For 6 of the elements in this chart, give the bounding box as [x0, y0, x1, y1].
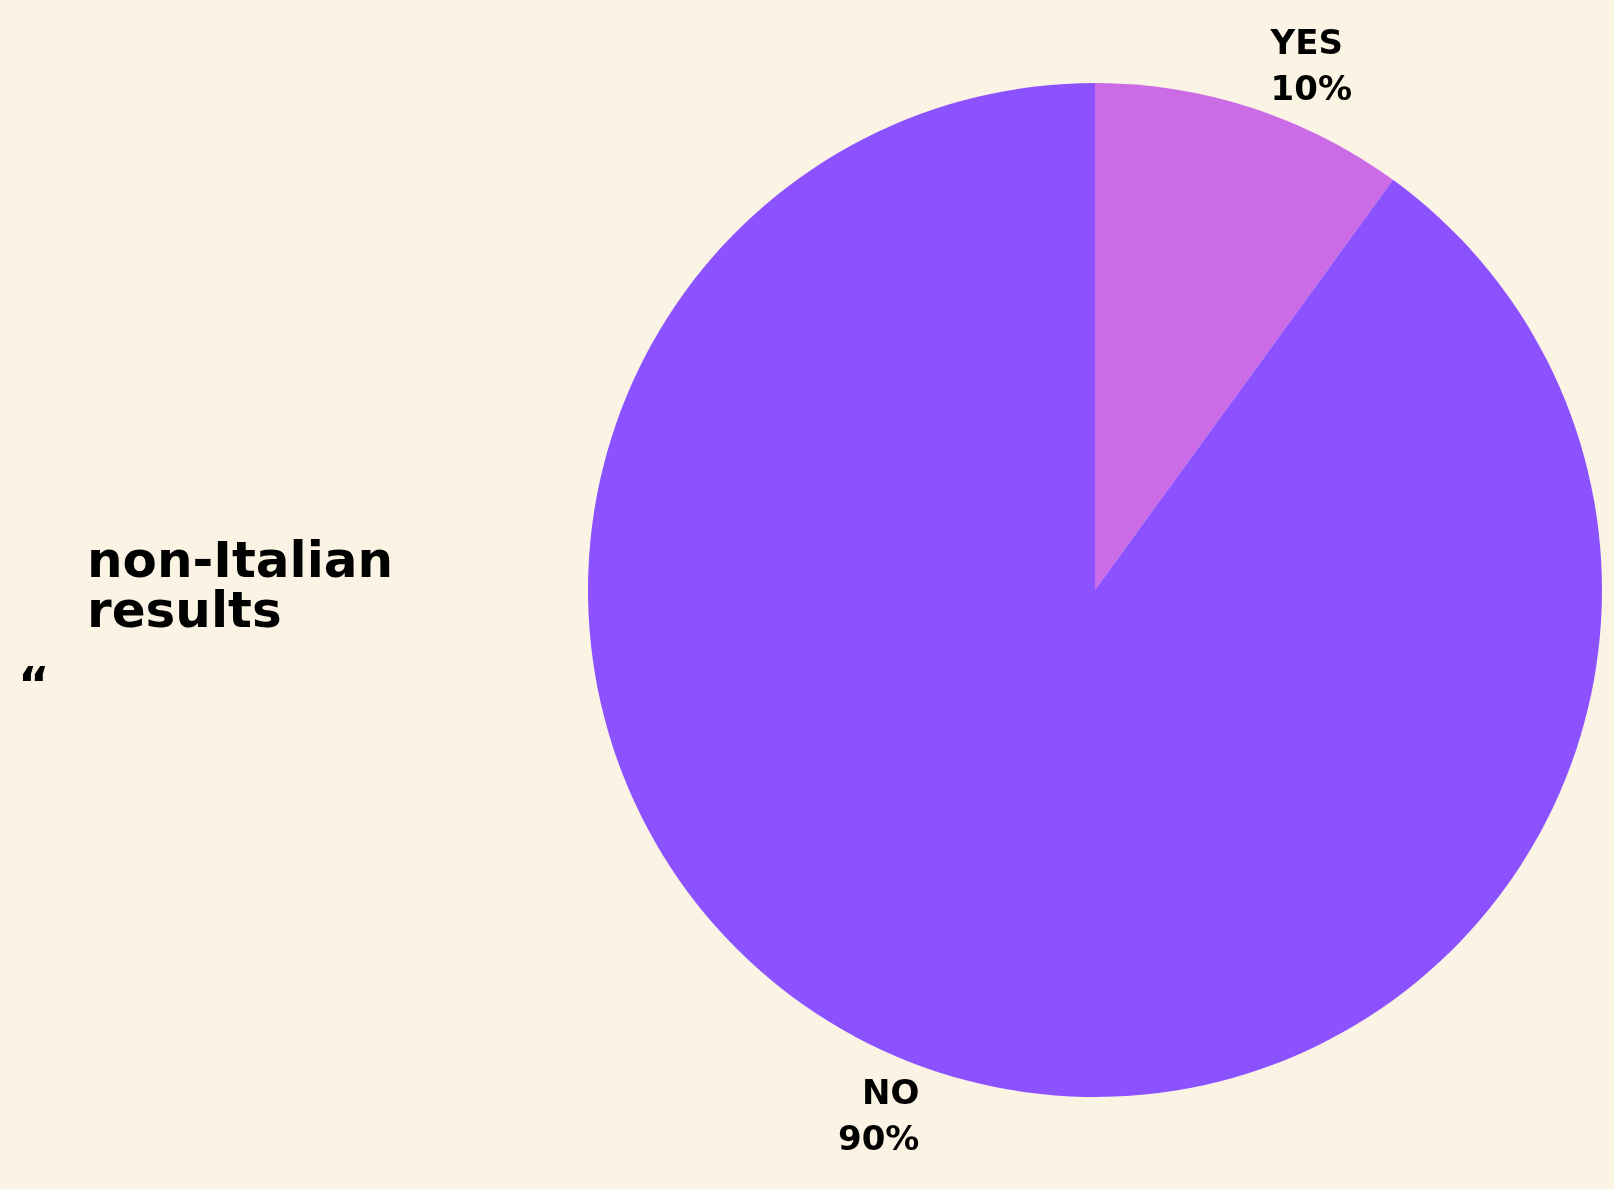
data-label: 10%	[1270, 68, 1352, 109]
slice-label: YES	[1269, 22, 1343, 63]
text: “	[18, 656, 50, 712]
text: non-Italian results	[87, 531, 394, 639]
data-label: 90%	[838, 1117, 920, 1158]
slice-label: NO	[862, 1071, 920, 1112]
